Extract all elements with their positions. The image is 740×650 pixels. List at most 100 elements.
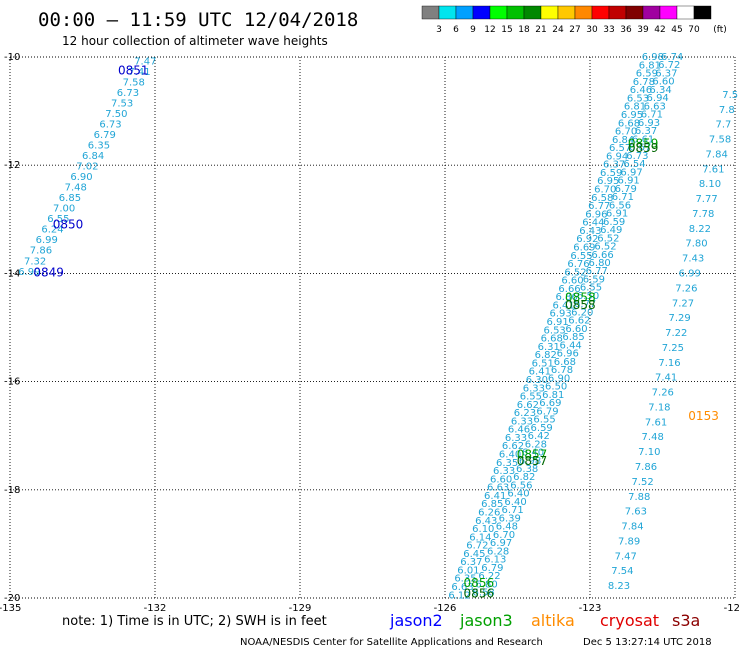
swh-value: 6.48 [496, 522, 518, 533]
map-grid [9, 56, 736, 599]
swh-value: 6.94 [647, 93, 669, 104]
swh-value: 7.10 [638, 447, 660, 458]
swh-value: 7.78 [692, 209, 714, 220]
swh-value: 6.60 [561, 276, 583, 287]
swh-value: 7.32 [24, 256, 46, 267]
x-tick-label: -129 [289, 603, 312, 614]
swh-value: 7.89 [618, 536, 640, 547]
swh-value: 7.25 [662, 343, 684, 354]
swh-value: 7.43 [682, 254, 704, 265]
swh-value: 7.84 [706, 149, 728, 160]
colorbar-swatch [523, 5, 542, 20]
swh-value: 6.66 [558, 284, 580, 295]
colorbar-swatch [540, 5, 559, 20]
colorbar-label: 3 [436, 25, 442, 35]
swh-value: 6.33 [505, 433, 527, 444]
colorbar-label: 15 [501, 25, 512, 35]
swh-value: 6.49 [600, 225, 622, 236]
colorbar-label: 42 [654, 25, 665, 35]
y-tick-label: -20 [4, 593, 20, 604]
swh-value: 6.59 [636, 69, 658, 80]
swh-value: 7.48 [642, 432, 664, 443]
swh-value: 6.84 [612, 135, 634, 146]
swh-value: 6.81 [639, 60, 661, 71]
swh-value: 6.68 [554, 357, 576, 368]
swh-value: 6.79 [615, 184, 637, 195]
swh-value: 6.74 [661, 52, 683, 63]
y-tick-label: -18 [4, 485, 20, 496]
legend-cryosat: cryosat [600, 611, 659, 630]
footnote: note: 1) Time is in UTC; 2) SWH is in fe… [62, 614, 327, 629]
y-tick-label: -16 [4, 377, 20, 388]
swh-value: 6.34 [649, 85, 671, 96]
swh-value: 7.63 [625, 507, 647, 518]
swh-value: 6.91 [618, 176, 640, 187]
swh-value: 6.96 [557, 349, 579, 360]
y-tick-label: -14 [4, 268, 20, 279]
colorbar-swatch [472, 5, 491, 20]
colorbar-unit: (ft) [713, 25, 727, 35]
swh-value: 6.35 [454, 574, 476, 585]
swh-value: 6.44 [560, 340, 582, 351]
swh-value: 6.63 [451, 582, 473, 593]
swh-value: 6.58 [591, 193, 613, 204]
swh-value: 6.76 [567, 259, 589, 270]
swh-value: 7.48 [65, 183, 87, 194]
swh-value: 6.63 [487, 483, 509, 494]
colorbar-label: 36 [620, 25, 632, 35]
swh-value: 6.70 [615, 127, 637, 138]
pass-time-label: 0850 [53, 218, 84, 232]
swh-value: 6.60 [652, 77, 674, 88]
pass-time-label: 0856 [464, 587, 495, 601]
x-tick-label: -126 [434, 603, 457, 614]
colorbar-swatch [693, 5, 712, 20]
swh-value: 6.82 [513, 472, 535, 483]
swh-value: 7.80 [685, 239, 707, 250]
swh-value: 6.50 [577, 291, 599, 302]
swh-value: 6.98 [642, 52, 664, 63]
swh-value: 6.54 [623, 159, 645, 170]
swh-value: 7.54 [611, 566, 633, 577]
swh-value: 6.99 [679, 268, 701, 279]
swh-value: 7.27 [672, 298, 694, 309]
colorbar-label: 30 [586, 25, 598, 35]
swh-value: 6.95 [597, 176, 619, 187]
swh-value: 6.78 [551, 365, 573, 376]
swh-value: 6.41 [484, 491, 506, 502]
swh-value: 8.22 [689, 224, 711, 235]
swh-value: 6.81 [542, 390, 564, 401]
colorbar-label: 9 [470, 25, 476, 35]
swh-value: 6.92 [576, 234, 598, 245]
swh-value: 6.41 [529, 367, 551, 378]
swh-value: 6.86 [555, 292, 577, 303]
swh-value: 6.13 [484, 555, 506, 566]
swh-value: 7.47 [134, 56, 156, 67]
pass-time-label: 0859 [628, 141, 659, 155]
colorbar-label: 6 [453, 25, 459, 35]
colorbar-swatch [659, 5, 678, 20]
credit-line: NOAA/NESDIS Center for Satellite Applica… [240, 637, 543, 648]
swh-value: 6.81 [624, 102, 646, 113]
swh-value: 6.69 [573, 242, 595, 253]
colorbar-swatch [642, 5, 661, 20]
swh-value: 6.70 [594, 185, 616, 196]
swh-value: 6.55 [533, 415, 555, 426]
swh-value: 6.40 [507, 489, 529, 500]
swh-value: 7.8 [719, 105, 735, 116]
swh-value: 6.72 [466, 541, 488, 552]
swh-value: 6.85 [562, 332, 584, 343]
swh-value: 6.59 [603, 217, 625, 228]
swh-value: 6.97 [620, 167, 642, 178]
swh-value: 6.50 [545, 382, 567, 393]
swh-value: 6.22 [478, 571, 500, 582]
swh-value: 6.40 [522, 448, 544, 459]
pass-time-label: 0857 [517, 454, 548, 468]
swh-value: 6.42 [528, 431, 550, 442]
swh-value: 6.59 [583, 274, 605, 285]
swh-value: 6.28 [525, 439, 547, 450]
swh-value: 6.28 [487, 546, 509, 557]
swh-value: 6.69 [539, 398, 561, 409]
swh-value: 6.56 [609, 200, 631, 211]
swh-value: 6.90 [548, 373, 570, 384]
